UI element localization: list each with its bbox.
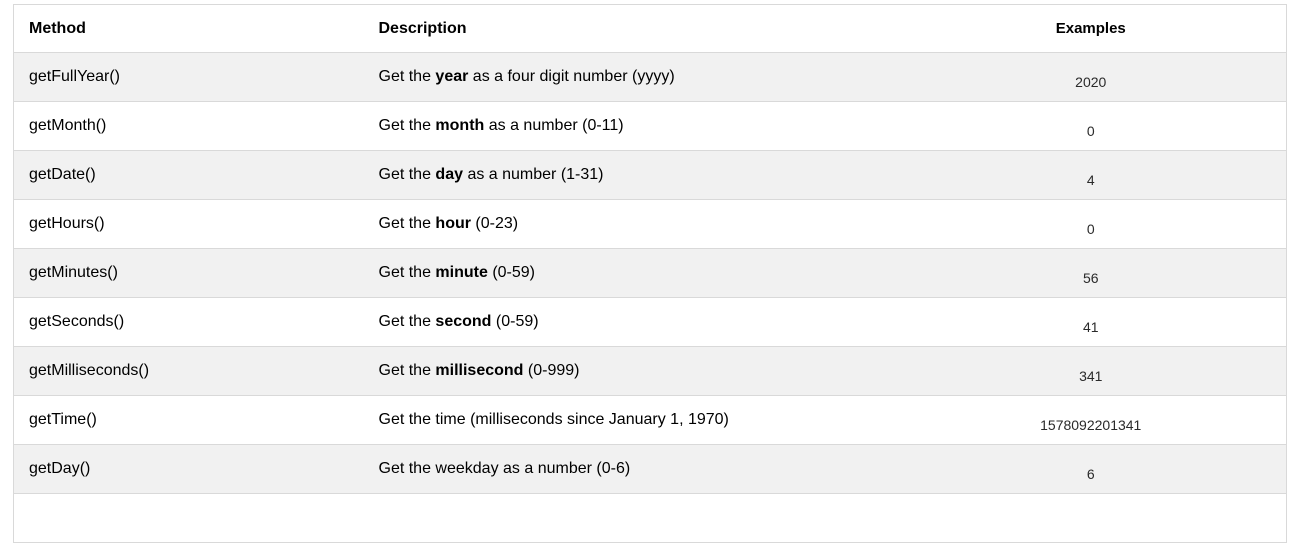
date-methods-table: Method Description Examples getFullYear(… xyxy=(13,4,1287,543)
description-suffix: as a four digit number (yyyy) xyxy=(468,68,675,85)
description-cell: Get the weekday as a number (0-6) xyxy=(364,445,896,494)
table-row-getseconds: getSeconds() Get the second (0-59) 41 xyxy=(13,297,1287,347)
header-row: Method Description Examples xyxy=(13,4,1287,53)
method-cell: getDay() xyxy=(29,460,91,477)
method-cell: getFullYear() xyxy=(29,68,121,85)
example-cell: 0 xyxy=(1086,220,1095,237)
description-cell: Get the second (0-59) xyxy=(364,298,896,347)
description-prefix: Get the time (milliseconds since January… xyxy=(378,411,729,428)
description-suffix: (0-59) xyxy=(487,264,535,281)
description-prefix: Get the xyxy=(378,313,436,330)
table-row-gethours: getHours() Get the hour (0-23) 0 xyxy=(13,199,1287,249)
description-suffix: (0-23) xyxy=(470,215,519,232)
description-prefix: Get the xyxy=(378,215,436,232)
description-prefix: Get the xyxy=(378,68,436,85)
description-bold: year xyxy=(435,68,469,85)
column-header-examples: Examples xyxy=(1055,20,1126,37)
description-cell: Get the day as a number (1-31) xyxy=(364,151,896,200)
description-prefix: Get the xyxy=(378,117,436,134)
method-cell: getSeconds() xyxy=(29,313,125,330)
method-cell: getHours() xyxy=(29,215,105,232)
table-row-gettime: getTime() Get the time (milliseconds sin… xyxy=(13,395,1287,445)
description-cell: Get the hour (0-23) xyxy=(364,200,896,249)
example-cell: 4 xyxy=(1086,171,1095,188)
table-header: Method Description Examples xyxy=(13,4,1287,53)
description-cell xyxy=(364,494,896,543)
description-cell: Get the minute (0-59) xyxy=(364,249,896,298)
description-suffix: (0-999) xyxy=(523,362,580,379)
example-cell: 6 xyxy=(1086,465,1095,482)
description-bold: hour xyxy=(435,215,471,232)
table-row-getmonth: getMonth() Get the month as a number (0-… xyxy=(13,101,1287,151)
example-cell: 0 xyxy=(1086,122,1095,139)
description-suffix: as a number (0-11) xyxy=(484,117,624,134)
example-cell: 41 xyxy=(1082,318,1099,335)
method-cell: getTime() xyxy=(29,411,97,428)
method-cell xyxy=(14,494,364,543)
method-cell: getDate() xyxy=(29,166,96,183)
description-prefix: Get the xyxy=(378,362,436,379)
table-row-getminutes: getMinutes() Get the minute (0-59) 56 xyxy=(13,248,1287,298)
description-prefix: Get the xyxy=(378,166,436,183)
description-suffix: as a number (1-31) xyxy=(463,166,604,183)
column-header-method: Method xyxy=(29,19,86,37)
example-cell: 1578092201341 xyxy=(1040,416,1142,433)
method-cell: getMilliseconds() xyxy=(29,362,150,379)
table-body: getFullYear() Get the year as a four dig… xyxy=(13,52,1287,543)
description-cell: Get the year as a four digit number (yyy… xyxy=(364,53,896,102)
date-methods-table-container: Method Description Examples getFullYear(… xyxy=(13,4,1287,543)
description-suffix: (0-59) xyxy=(491,313,539,330)
description-bold: month xyxy=(435,117,485,134)
description-cell: Get the month as a number (0-11) xyxy=(364,102,896,151)
table-row-partial xyxy=(13,493,1287,543)
table-row-getmilliseconds: getMilliseconds() Get the millisecond (0… xyxy=(13,346,1287,396)
description-bold: millisecond xyxy=(435,362,524,379)
description-prefix: Get the weekday as a number (0-6) xyxy=(378,460,631,477)
example-cell: 2020 xyxy=(1075,73,1107,90)
description-prefix: Get the xyxy=(378,264,436,281)
table-row-getdate: getDate() Get the day as a number (1-31)… xyxy=(13,150,1287,200)
description-bold: second xyxy=(435,313,492,330)
example-cell: 341 xyxy=(1079,367,1103,384)
description-cell: Get the time (milliseconds since January… xyxy=(364,396,896,445)
example-cell xyxy=(896,494,1287,543)
column-header-description: Description xyxy=(378,19,467,37)
description-cell: Get the millisecond (0-999) xyxy=(364,347,896,396)
description-bold: day xyxy=(435,166,463,183)
description-bold: minute xyxy=(435,264,488,281)
method-cell: getMinutes() xyxy=(29,264,118,281)
example-cell: 56 xyxy=(1082,269,1099,286)
table-row-getfullyear: getFullYear() Get the year as a four dig… xyxy=(13,52,1287,102)
method-cell: getMonth() xyxy=(29,117,107,134)
table-row-getday: getDay() Get the weekday as a number (0-… xyxy=(13,444,1287,494)
